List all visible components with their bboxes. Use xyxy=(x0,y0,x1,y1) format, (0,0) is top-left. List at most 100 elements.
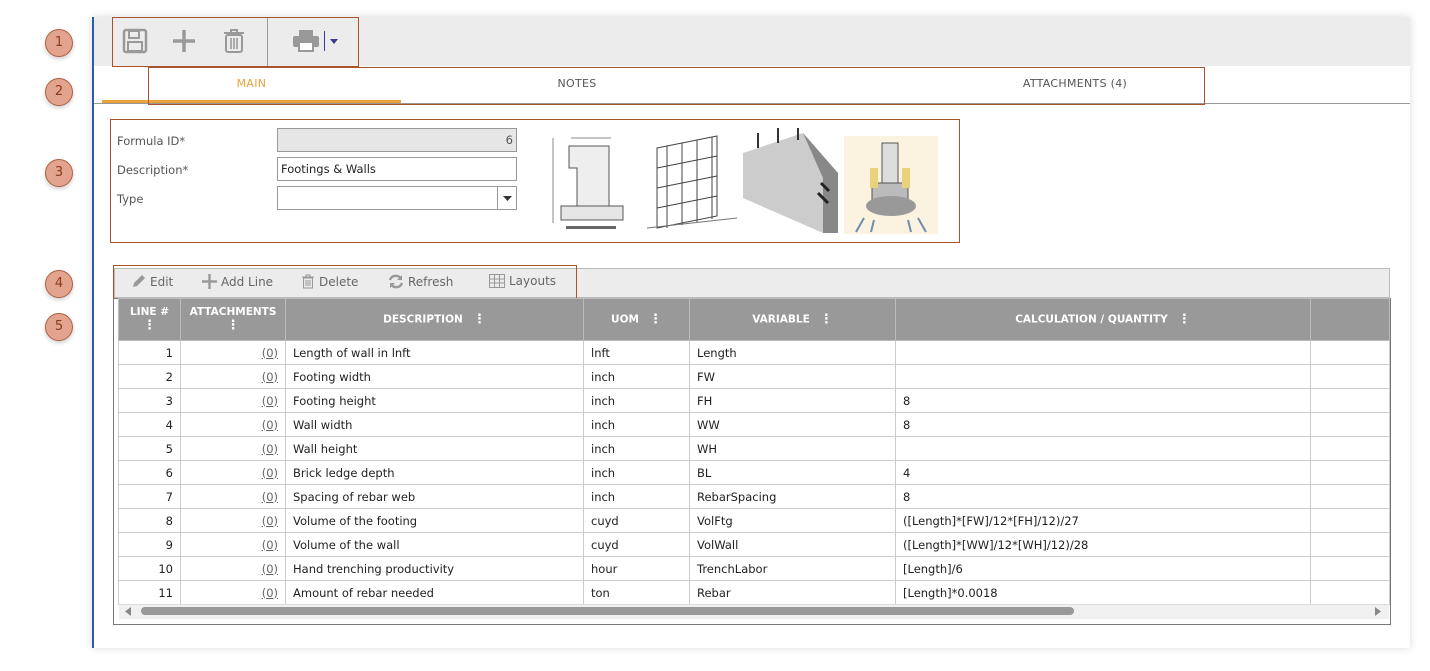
calculation-cell xyxy=(895,364,1311,389)
annotation-marker: 5 xyxy=(45,313,73,341)
tab-notes[interactable]: NOTES xyxy=(557,77,597,90)
delete-button[interactable]: Delete xyxy=(301,274,358,289)
table-row[interactable]: 2 (0) Footing width inch FW xyxy=(118,364,1390,389)
column-header-label: UOM xyxy=(611,313,639,326)
layouts-label: Layouts xyxy=(509,274,557,288)
uom-cell: cuyd xyxy=(583,508,690,533)
table-row[interactable]: 6 (0) Brick ledge depth inch BL 4 xyxy=(118,460,1390,485)
column-header-label: ATTACHMENTS xyxy=(189,306,277,318)
scrollbar-thumb[interactable] xyxy=(141,607,1074,615)
line-number: 5 xyxy=(118,436,181,461)
table-row[interactable]: 3 (0) Footing height inch FH 8 xyxy=(118,388,1390,413)
column-menu-icon[interactable]: ⋮ xyxy=(143,318,156,333)
line-number: 4 xyxy=(118,412,181,437)
description-cell: Volume of the footing xyxy=(285,508,584,533)
add-line-button[interactable]: Add Line xyxy=(202,274,273,289)
type-select[interactable] xyxy=(277,186,517,210)
attachments-link[interactable]: (0) xyxy=(180,340,286,365)
extra-cell xyxy=(1310,412,1390,437)
annotation-marker: 3 xyxy=(45,159,73,187)
description-cell: Spacing of rebar web xyxy=(285,484,584,509)
column-header[interactable]: ATTACHMENTS ⋮ xyxy=(180,298,286,341)
column-menu-icon[interactable]: ⋮ xyxy=(819,312,833,327)
column-header[interactable]: DESCRIPTION ⋮ xyxy=(285,298,584,341)
uom-cell: inch xyxy=(583,460,690,485)
formula-id-field: 6 xyxy=(277,128,517,152)
annotation-box xyxy=(112,17,359,67)
attachments-link[interactable]: (0) xyxy=(180,556,286,581)
chevron-down-icon[interactable] xyxy=(330,39,338,44)
variable-cell: WH xyxy=(689,436,896,461)
variable-cell: Length xyxy=(689,340,896,365)
description-cell: Amount of rebar needed xyxy=(285,580,584,605)
variable-cell: VolFtg xyxy=(689,508,896,533)
tab-attachments[interactable]: ATTACHMENTS (4) xyxy=(1022,77,1128,90)
calculation-cell xyxy=(895,436,1311,461)
attachments-link[interactable]: (0) xyxy=(180,364,286,389)
print-icon[interactable] xyxy=(292,29,320,53)
layouts-button[interactable]: Layouts xyxy=(489,274,556,288)
edit-button[interactable]: Edit xyxy=(131,274,173,289)
grid-toolbar xyxy=(114,268,1390,298)
refresh-button[interactable]: Refresh xyxy=(388,274,453,289)
uom-cell: hour xyxy=(583,556,690,581)
uom-cell: inch xyxy=(583,388,690,413)
column-header[interactable]: CALCULATION / QUANTITY ⋮ xyxy=(895,298,1311,341)
description-field[interactable]: Footings & Walls xyxy=(277,157,517,181)
tab-main[interactable]: MAIN xyxy=(236,77,267,90)
column-header[interactable]: VARIABLE ⋮ xyxy=(689,298,896,341)
extra-cell xyxy=(1310,484,1390,509)
toolbar-divider xyxy=(267,17,268,66)
column-menu-icon[interactable]: ⋮ xyxy=(472,312,486,327)
description-cell: Footing height xyxy=(285,388,584,413)
scroll-left-icon[interactable] xyxy=(125,607,131,616)
scroll-right-icon[interactable] xyxy=(1375,607,1381,616)
table-row[interactable]: 4 (0) Wall width inch WW 8 xyxy=(118,412,1390,437)
annotation-marker: 4 xyxy=(45,270,73,298)
table-row[interactable]: 10 (0) Hand trenching productivity hour Tren… xyxy=(118,556,1390,581)
description-cell: Footing width xyxy=(285,364,584,389)
description-cell: Wall height xyxy=(285,436,584,461)
attachments-link[interactable]: (0) xyxy=(180,412,286,437)
description-cell: Hand trenching productivity xyxy=(285,556,584,581)
variable-cell: VolWall xyxy=(689,532,896,557)
table-row[interactable]: 8 (0) Volume of the footing cuyd VolFtg ([Len… xyxy=(118,508,1390,533)
edit-label: Edit xyxy=(150,274,174,289)
uom-cell: inch xyxy=(583,364,690,389)
table-row[interactable]: 5 (0) Wall height inch WH xyxy=(118,436,1390,461)
table-row[interactable]: 1 (0) Length of wall in lnft lnft Length xyxy=(118,340,1390,365)
save-icon[interactable] xyxy=(122,28,148,54)
add-icon[interactable] xyxy=(171,28,197,54)
line-number: 9 xyxy=(118,532,181,557)
attachments-link[interactable]: (0) xyxy=(180,532,286,557)
column-header[interactable]: LINE # ⋮ xyxy=(118,298,181,341)
column-menu-icon[interactable]: ⋮ xyxy=(226,318,240,333)
annotation-box xyxy=(148,67,1205,105)
attachments-link[interactable]: (0) xyxy=(180,460,286,485)
chevron-down-icon[interactable] xyxy=(503,196,512,201)
column-header-label: LINE # xyxy=(129,306,169,318)
attachments-link[interactable]: (0) xyxy=(180,580,286,605)
column-header-label: DESCRIPTION xyxy=(383,313,463,326)
column-header-extra xyxy=(1310,298,1390,341)
description-cell: Brick ledge depth xyxy=(285,460,584,485)
type-label: Type xyxy=(117,192,144,206)
concrete-wall-image xyxy=(743,128,843,234)
table-row[interactable]: 7 (0) Spacing of rebar web inch RebarSpacing… xyxy=(118,484,1390,509)
attachments-link[interactable]: (0) xyxy=(180,388,286,413)
delete-icon[interactable] xyxy=(222,28,246,54)
column-menu-icon[interactable]: ⋮ xyxy=(1177,312,1191,327)
delete-label: Delete xyxy=(319,274,359,289)
attachments-link[interactable]: (0) xyxy=(180,484,286,509)
extra-cell xyxy=(1310,460,1390,485)
column-menu-icon[interactable]: ⋮ xyxy=(648,312,662,327)
table-row[interactable]: 11 (0) Amount of rebar needed ton Rebar [Leng… xyxy=(118,580,1390,605)
line-number: 3 xyxy=(118,388,181,413)
column-header[interactable]: UOM ⋮ xyxy=(583,298,690,341)
attachments-link[interactable]: (0) xyxy=(180,508,286,533)
attachments-link[interactable]: (0) xyxy=(180,436,286,461)
calculation-cell xyxy=(895,340,1311,365)
table-row[interactable]: 9 (0) Volume of the wall cuyd VolWall ([Lengt… xyxy=(118,532,1390,557)
dimension-variables-image xyxy=(541,128,641,234)
description-cell: Volume of the wall xyxy=(285,532,584,557)
